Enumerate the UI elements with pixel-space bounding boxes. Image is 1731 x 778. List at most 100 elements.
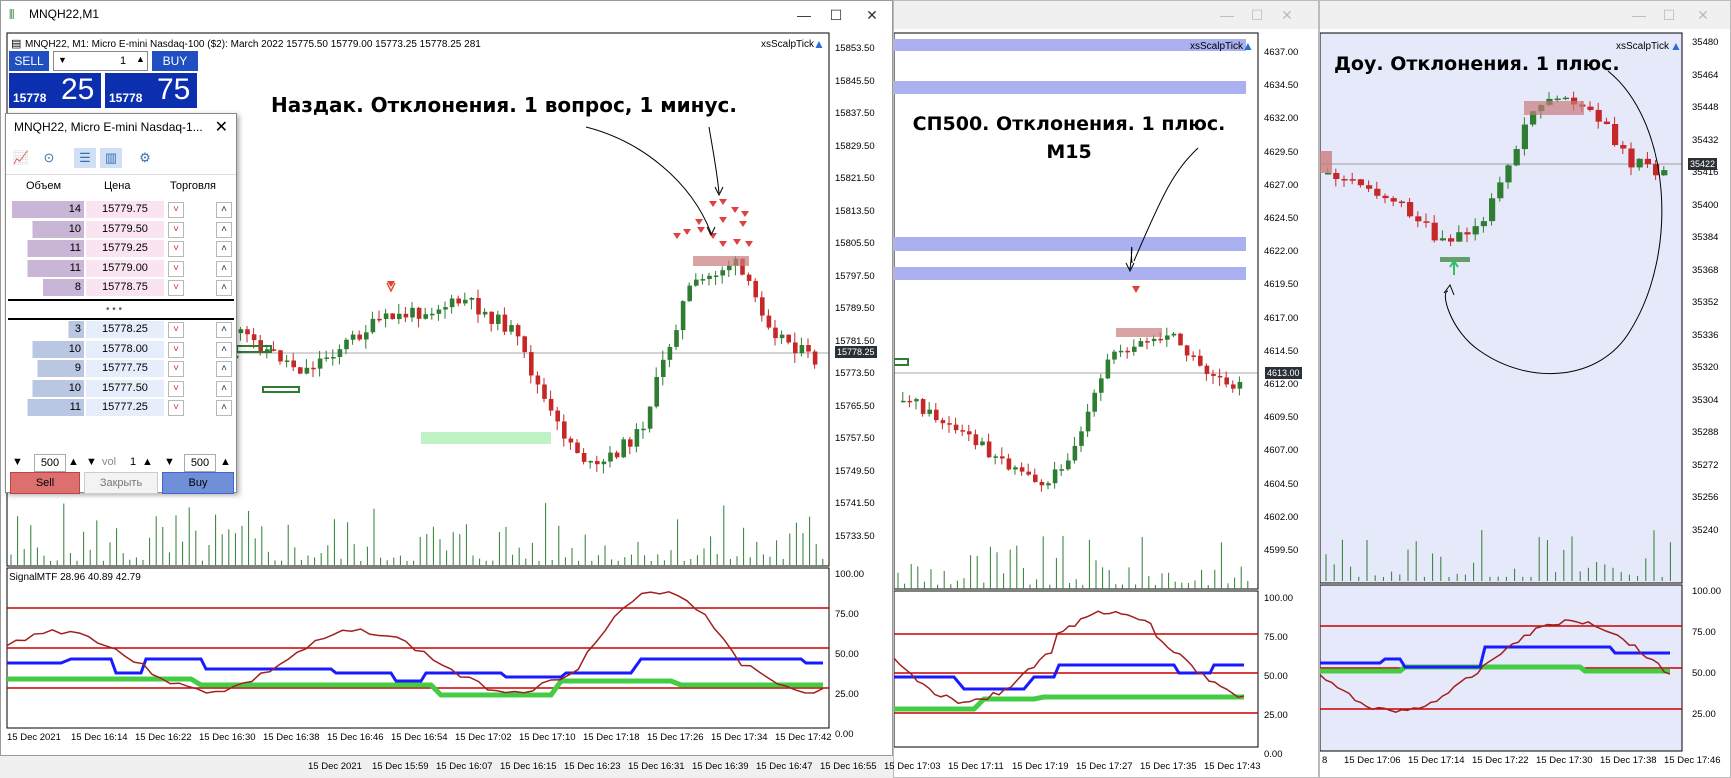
- qty-left-input[interactable]: 500: [34, 454, 66, 472]
- dom-price[interactable]: 15779.00: [86, 259, 164, 277]
- buy-limit-icon[interactable]: ˄: [216, 202, 232, 218]
- ask-price[interactable]: 15778 75: [105, 73, 197, 108]
- dom-ask-row[interactable]: 11 15779.00 ˅ ˄: [8, 259, 234, 278]
- dom-buy-button[interactable]: Buy: [162, 472, 234, 494]
- bid-price[interactable]: 15778 25: [9, 73, 101, 108]
- minimize-button[interactable]: —: [1632, 7, 1646, 23]
- columns-icon[interactable]: ▥: [100, 148, 122, 168]
- dom-ask-row[interactable]: 10 15779.50 ˅ ˄: [8, 220, 234, 239]
- up-icon[interactable]: ▲: [142, 456, 153, 468]
- candle-body: [654, 376, 659, 407]
- sell-limit-icon[interactable]: ˅: [168, 341, 184, 358]
- dom-price[interactable]: 15778.25: [86, 321, 164, 338]
- chart-canvas[interactable]: [894, 1, 1319, 778]
- close-button[interactable]: ✕: [1281, 7, 1293, 23]
- down-icon[interactable]: ▼: [86, 456, 97, 468]
- maximize-button[interactable]: ☐: [1662, 7, 1676, 23]
- lot-value[interactable]: 1: [120, 55, 127, 67]
- osc-axis-label: 75.00: [835, 609, 859, 620]
- dropdown-icon[interactable]: ▼: [58, 55, 67, 65]
- dom-bid-row[interactable]: 11 15777.25 ˅ ˄: [8, 399, 234, 417]
- dom-price[interactable]: 15777.75: [86, 360, 164, 377]
- sell-limit-icon[interactable]: ˅: [168, 260, 184, 277]
- title-bar[interactable]: — ☐ ✕: [894, 1, 1318, 29]
- sell-limit-icon[interactable]: ˅: [168, 322, 184, 338]
- buy-limit-icon[interactable]: ˄: [216, 380, 232, 397]
- buy-limit-icon[interactable]: ˄: [216, 241, 232, 257]
- buy-limit-icon[interactable]: ˄: [216, 221, 232, 238]
- menu-icon[interactable]: ▤: [11, 38, 22, 50]
- down-icon[interactable]: ▼: [164, 456, 175, 468]
- up-icon[interactable]: ▲: [68, 456, 79, 468]
- chart-canvas[interactable]: [1, 1, 893, 756]
- dom-ask-row[interactable]: 14 15779.75 ˅ ˄: [8, 201, 234, 219]
- candle-body: [740, 258, 745, 275]
- hat-icon: ▲: [813, 37, 825, 51]
- candle-body: [1472, 226, 1479, 235]
- candle-body: [1595, 109, 1602, 122]
- dom-bid-row[interactable]: 3 15778.25 ˅ ˄: [8, 321, 234, 339]
- buy-limit-icon[interactable]: ˄: [216, 361, 232, 377]
- qty-right-input[interactable]: 500: [184, 454, 216, 472]
- dom-price[interactable]: 15778.75: [86, 279, 164, 296]
- close-icon[interactable]: ✕: [214, 119, 228, 136]
- price-axis-label: 15829.50: [835, 140, 875, 152]
- chart-icon[interactable]: 📈: [12, 150, 30, 165]
- title-bar[interactable]: — ☐ ✕: [1320, 1, 1730, 29]
- lot-up-icon[interactable]: ▲: [136, 54, 145, 64]
- dom-bid-row[interactable]: 10 15778.00 ˅ ˄: [8, 340, 234, 359]
- title-bar[interactable]: ⫴ MNQH22,M1 — ☐ ✕: [1, 1, 892, 29]
- sell-limit-icon[interactable]: ˅: [168, 380, 184, 397]
- dom-bid-row[interactable]: 10 15777.50 ˅ ˄: [8, 379, 234, 398]
- depth-of-market-panel[interactable]: MNQH22, Micro E-mini Nasdaq-1... ✕ 📈 ⊙ ☰…: [5, 113, 237, 494]
- candle-body: [1132, 346, 1137, 352]
- candle-body: [390, 313, 395, 320]
- lot-field[interactable]: ▼ 1 ▲: [53, 51, 148, 71]
- dom-ask-row[interactable]: 11 15779.25 ˅ ˄: [8, 240, 234, 258]
- chart-settings-icon[interactable]: ⚙: [139, 150, 151, 165]
- vol-input[interactable]: 1: [130, 456, 137, 468]
- dom-price[interactable]: 15777.25: [86, 399, 164, 416]
- sell-limit-icon[interactable]: ˅: [168, 361, 184, 377]
- close-button[interactable]: ✕: [1697, 7, 1709, 23]
- candle-body: [337, 349, 343, 358]
- clock-icon[interactable]: ⊙: [43, 150, 55, 165]
- chart-window-dow[interactable]: — ☐ ✕ xsScalpTick ▲ Доу. Отклонения. 1 п…: [1319, 0, 1731, 778]
- maximize-button[interactable]: ☐: [829, 7, 843, 23]
- sell-button[interactable]: SELL: [9, 51, 49, 71]
- chart-canvas[interactable]: [1320, 1, 1731, 778]
- sell-limit-icon[interactable]: ˅: [168, 280, 184, 296]
- buy-limit-icon[interactable]: ˄: [216, 341, 232, 358]
- dom-price[interactable]: 15778.00: [86, 340, 164, 358]
- dom-price[interactable]: 15779.25: [86, 240, 164, 257]
- sell-limit-icon[interactable]: ˅: [168, 202, 184, 218]
- buy-limit-icon[interactable]: ˄: [216, 322, 232, 338]
- close-button[interactable]: ✕: [866, 7, 878, 23]
- down-icon[interactable]: ▼: [12, 456, 23, 468]
- dom-price[interactable]: 15777.50: [86, 379, 164, 397]
- up-icon[interactable]: ▲: [220, 456, 231, 468]
- dom-price[interactable]: 15779.75: [86, 201, 164, 218]
- price-axis-label: 4634.50: [1264, 80, 1299, 92]
- candle-body: [1554, 98, 1561, 101]
- dom-sell-button[interactable]: Sell: [10, 472, 80, 494]
- candle-body: [993, 456, 998, 458]
- minimize-button[interactable]: —: [1220, 7, 1234, 23]
- buy-button[interactable]: BUY: [152, 51, 198, 71]
- buy-limit-icon[interactable]: ˄: [216, 260, 232, 277]
- minimize-button[interactable]: —: [797, 7, 811, 23]
- dom-price[interactable]: 15779.50: [86, 220, 164, 238]
- time-axis-label: 15 Dec 17:14: [1408, 755, 1465, 766]
- buy-limit-icon[interactable]: ˄: [216, 400, 232, 416]
- buy-limit-icon[interactable]: ˄: [216, 280, 232, 296]
- dom-bid-row[interactable]: 9 15777.75 ˅ ˄: [8, 360, 234, 378]
- dom-close-position-button[interactable]: Закрыть: [84, 472, 158, 494]
- sell-limit-icon[interactable]: ˅: [168, 241, 184, 257]
- chart-window-nasdaq[interactable]: ⫴ MNQH22,M1 — ☐ ✕ ▤ MNQH22, M1: Micro E-…: [0, 0, 893, 756]
- maximize-button[interactable]: ☐: [1250, 7, 1264, 23]
- sell-limit-icon[interactable]: ˅: [168, 221, 184, 238]
- dom-ask-row[interactable]: 8 15778.75 ˅ ˄: [8, 279, 234, 297]
- ladder-icon[interactable]: ☰: [74, 148, 96, 168]
- chart-window-sp500[interactable]: — ☐ ✕ xsScalpTick ▲ СП500. Отклонения. 1…: [893, 0, 1319, 778]
- sell-limit-icon[interactable]: ˅: [168, 400, 184, 416]
